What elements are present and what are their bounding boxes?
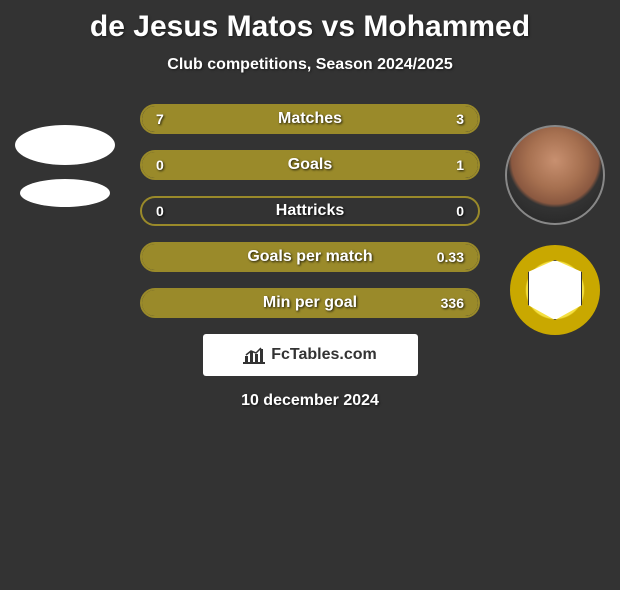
stat-row-min-per-goal: Min per goal 336: [140, 288, 480, 318]
page-title: de Jesus Matos vs Mohammed: [0, 10, 620, 44]
stat-label: Min per goal: [263, 294, 357, 312]
stats-container: 7 Matches 3 0 Goals 1 0 Hattricks 0 Goal…: [0, 104, 620, 318]
stat-value-right: 0: [456, 203, 464, 219]
stat-row-goals-per-match: Goals per match 0.33: [140, 242, 480, 272]
stat-row-goals: 0 Goals 1: [140, 150, 480, 180]
stat-value-right: 3: [456, 111, 464, 127]
stat-value-left: 0: [156, 157, 164, 173]
stat-label: Matches: [278, 110, 342, 128]
stat-value-right: 1: [456, 157, 464, 173]
stat-value-right: 336: [441, 295, 464, 311]
footer-date: 10 december 2024: [0, 392, 620, 410]
subtitle: Club competitions, Season 2024/2025: [0, 56, 620, 74]
stat-row-hattricks: 0 Hattricks 0: [140, 196, 480, 226]
stat-label: Goals per match: [247, 248, 372, 266]
stat-value-right: 0.33: [437, 249, 464, 265]
brand-text: FcTables.com: [271, 346, 377, 364]
brand-badge: FcTables.com: [203, 334, 418, 376]
stat-value-left: 7: [156, 111, 164, 127]
stat-label: Hattricks: [276, 202, 344, 220]
chart-icon: [243, 346, 265, 364]
stat-row-matches: 7 Matches 3: [140, 104, 480, 134]
stat-label: Goals: [288, 156, 332, 174]
stat-value-left: 0: [156, 203, 164, 219]
